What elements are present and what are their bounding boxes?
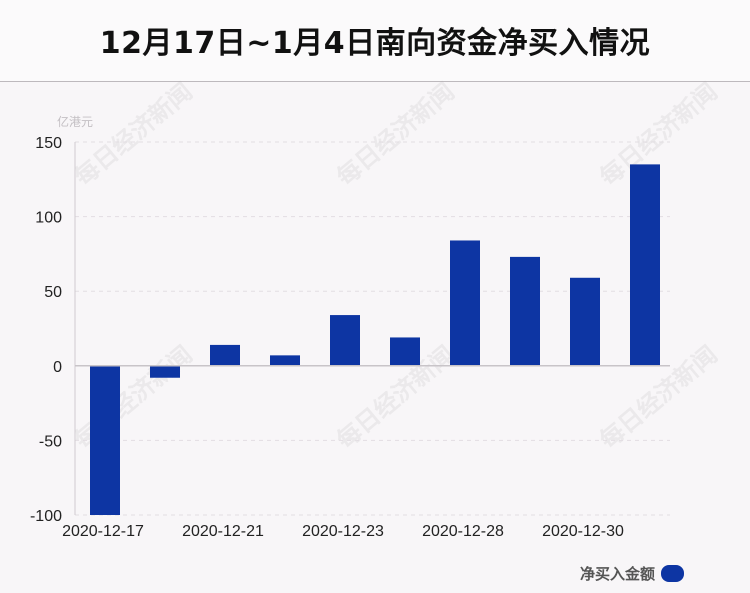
chart-title: 12月17日~1月4日南向资金净买入情况 xyxy=(99,26,651,61)
header: 12月17日~1月4日南向资金净买入情况 xyxy=(0,0,750,82)
bar xyxy=(630,164,660,366)
y-tick-label: 50 xyxy=(44,284,62,301)
bar xyxy=(570,277,600,366)
y-tick-label: 150 xyxy=(35,135,62,152)
bar xyxy=(270,355,300,366)
y-axis-unit-label: 亿港元 xyxy=(57,115,94,129)
bar xyxy=(210,344,240,366)
bar xyxy=(510,256,540,366)
x-tick-label: 2020-12-30 xyxy=(542,523,624,540)
y-tick-label: -50 xyxy=(39,433,62,450)
bar xyxy=(150,365,180,378)
x-tick-label: 2020-12-17 xyxy=(62,523,144,540)
legend: 净买入金额 xyxy=(580,563,684,584)
legend-label: 净买入金额 xyxy=(579,565,655,583)
x-tick-label: 2020-12-28 xyxy=(422,523,504,540)
bar xyxy=(330,315,360,366)
bar xyxy=(390,337,420,366)
y-tick-label: -100 xyxy=(30,508,62,525)
bar xyxy=(450,240,480,366)
legend-swatch xyxy=(661,565,684,582)
x-tick-label: 2020-12-23 xyxy=(302,523,384,540)
y-tick-label: 100 xyxy=(35,210,62,227)
x-tick-label: 2020-12-21 xyxy=(182,523,264,540)
bar xyxy=(90,365,120,515)
y-tick-label: 0 xyxy=(53,359,62,376)
